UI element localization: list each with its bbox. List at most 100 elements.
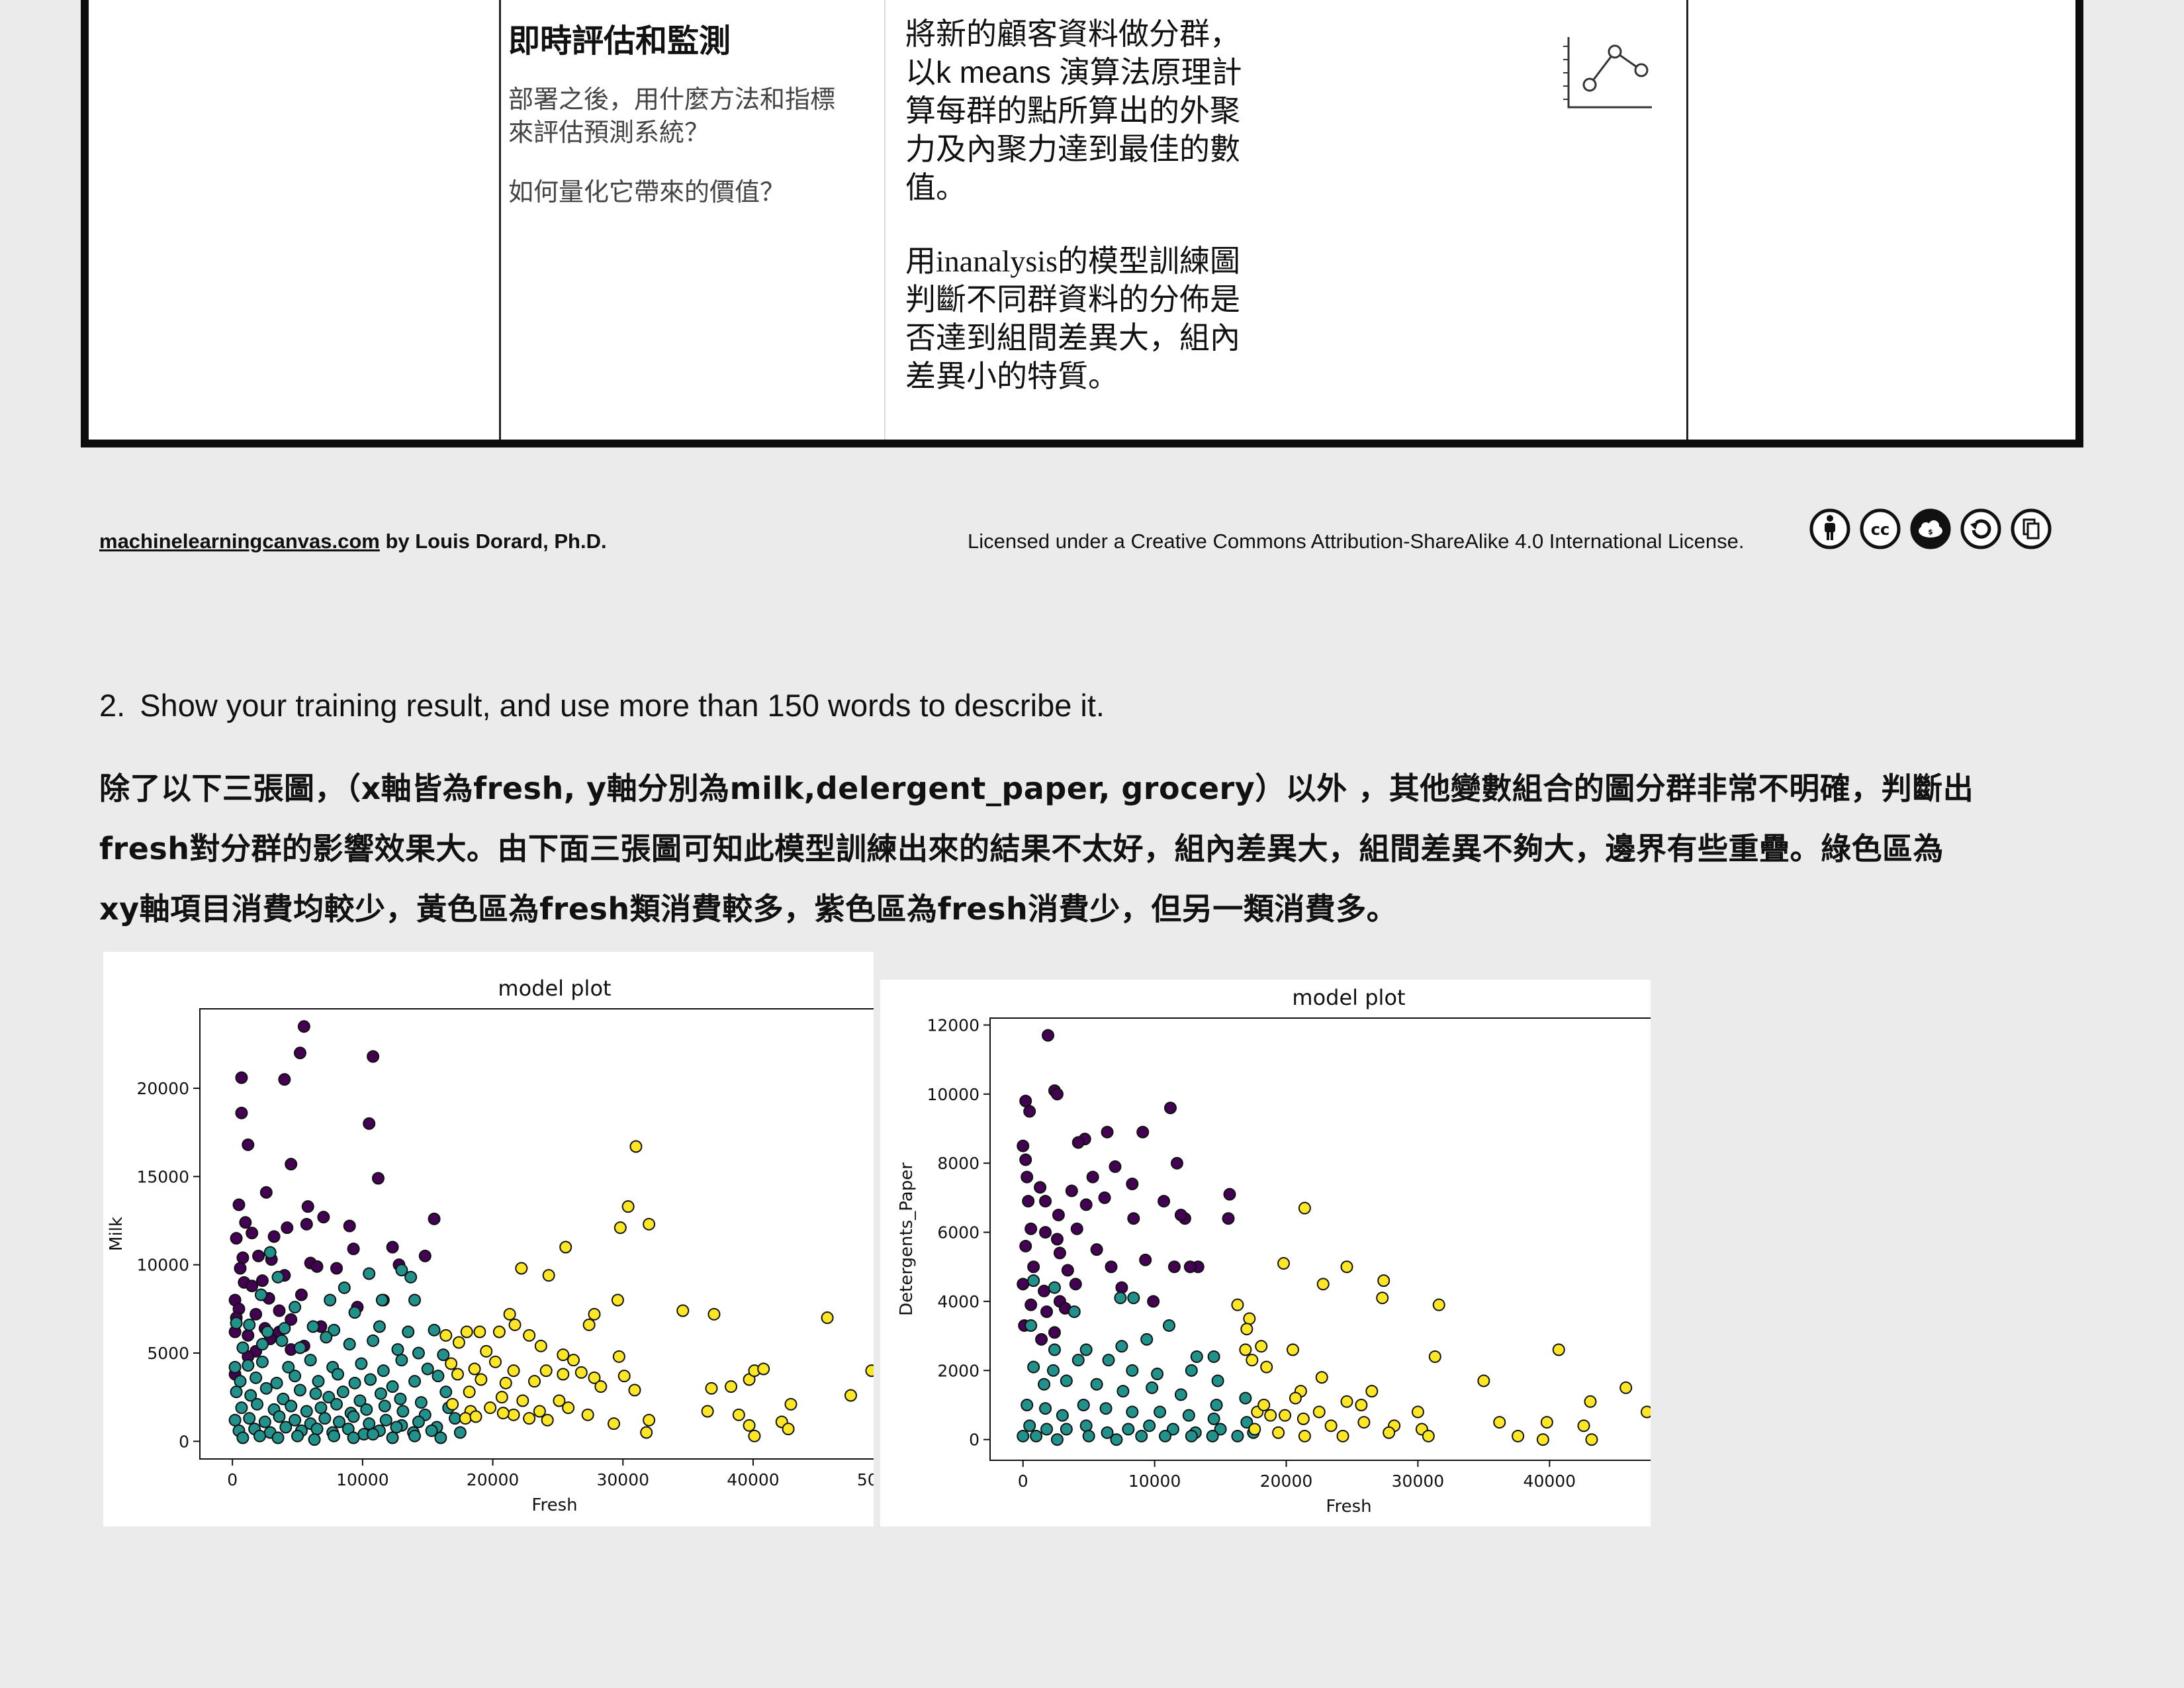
site-link[interactable]: machinelearningcanvas.com xyxy=(99,530,380,553)
data-point xyxy=(1046,1364,1060,1377)
ml-canvas-box xyxy=(81,0,2083,447)
data-point xyxy=(1277,1257,1291,1270)
data-point xyxy=(1023,1419,1036,1432)
question-heading: 2. Show your training result, and use mor… xyxy=(99,687,1105,724)
data-point xyxy=(1019,1094,1032,1107)
data-point xyxy=(1584,1395,1597,1408)
data-point xyxy=(1030,1429,1043,1442)
data-point xyxy=(273,1304,286,1317)
data-point xyxy=(705,1382,718,1395)
data-point xyxy=(250,1307,263,1321)
data-point xyxy=(557,1348,570,1362)
data-point xyxy=(1039,1226,1052,1239)
data-point xyxy=(1102,1354,1115,1367)
data-point xyxy=(1022,1195,1035,1208)
data-point xyxy=(281,1221,294,1235)
data-point xyxy=(439,1329,453,1342)
data-point xyxy=(1146,1381,1159,1394)
data-point xyxy=(367,1334,380,1347)
data-point xyxy=(304,1354,317,1367)
data-point xyxy=(363,1417,376,1430)
data-point xyxy=(581,1408,594,1421)
data-point xyxy=(1248,1423,1261,1436)
data-point xyxy=(236,1431,250,1444)
y-tick-label: 12000 xyxy=(927,1015,979,1035)
data-point xyxy=(363,1117,376,1130)
data-point xyxy=(282,1360,295,1374)
data-point xyxy=(1099,1402,1113,1415)
data-point xyxy=(234,1262,247,1275)
data-point xyxy=(375,1293,388,1307)
data-point xyxy=(1422,1429,1435,1442)
data-point xyxy=(291,1429,304,1442)
x-tick-label: 20000 xyxy=(1260,1472,1313,1491)
data-point xyxy=(1377,1274,1390,1288)
data-point xyxy=(252,1249,265,1262)
data-point xyxy=(306,1320,320,1333)
data-point xyxy=(379,1413,392,1427)
svg-text:$: $ xyxy=(1928,528,1933,536)
data-point xyxy=(1174,1208,1187,1221)
data-point xyxy=(594,1380,608,1393)
analysis-paragraph: 除了以下三張圖，（x軸皆為fresh, y軸分別為milk,delergent_… xyxy=(99,771,1974,927)
data-point xyxy=(1024,1319,1038,1332)
section-title: 即時評估和監測 xyxy=(508,24,731,59)
data-point xyxy=(355,1357,368,1370)
data-point xyxy=(255,1355,269,1368)
data-point xyxy=(1166,1423,1179,1436)
data-point xyxy=(1298,1429,1311,1442)
data-point xyxy=(408,1293,422,1307)
data-point xyxy=(1126,1364,1139,1377)
data-point xyxy=(1017,1278,1030,1291)
x-tick-label: 30000 xyxy=(597,1470,650,1489)
data-point xyxy=(253,1429,266,1442)
data-point xyxy=(243,1318,256,1331)
data-point xyxy=(336,1385,349,1399)
cc-icon: cc xyxy=(1860,508,1901,549)
data-point xyxy=(242,1329,255,1342)
data-point xyxy=(408,1375,422,1388)
data-point xyxy=(480,1344,493,1358)
data-point xyxy=(1061,1264,1074,1277)
y-tick-label: 10000 xyxy=(927,1085,979,1104)
footer-author: by Louis Dorard, Ph.D. xyxy=(379,530,607,553)
data-point xyxy=(394,1392,407,1405)
data-point xyxy=(1090,1378,1103,1391)
data-point xyxy=(449,1412,462,1425)
data-point xyxy=(567,1354,580,1367)
detergents-scatter-plot: model plot010000200003000040000500000200… xyxy=(880,980,1651,1526)
y-tick-label: 5000 xyxy=(147,1344,189,1363)
data-point xyxy=(1122,1423,1135,1436)
plot-frame xyxy=(989,1017,1651,1461)
data-point xyxy=(1151,1368,1164,1381)
data-point xyxy=(353,1394,367,1407)
data-point xyxy=(743,1419,756,1432)
data-point xyxy=(1027,1360,1040,1374)
data-point xyxy=(267,1230,281,1243)
data-point xyxy=(452,1336,465,1349)
section-question: 部署之後，用什麼方法和指標 來評估預測系統？ xyxy=(508,86,836,147)
data-point xyxy=(460,1325,473,1338)
data-point xyxy=(1512,1429,1525,1442)
data-point xyxy=(331,1368,344,1381)
data-point xyxy=(235,1401,248,1415)
data-point xyxy=(495,1391,508,1404)
data-point xyxy=(320,1331,333,1344)
data-point xyxy=(844,1389,857,1402)
data-point xyxy=(418,1249,432,1262)
data-point xyxy=(1255,1340,1268,1353)
data-point xyxy=(301,1200,314,1213)
data-point xyxy=(643,1217,656,1231)
data-point xyxy=(258,1415,271,1429)
data-point xyxy=(1298,1201,1311,1215)
data-point xyxy=(1355,1399,1368,1411)
data-point xyxy=(271,1431,285,1444)
data-point xyxy=(539,1364,553,1378)
y-tick-label: 20000 xyxy=(136,1079,189,1098)
data-point xyxy=(617,1370,631,1383)
data-point xyxy=(1297,1412,1310,1425)
data-point xyxy=(289,1413,302,1427)
data-point xyxy=(259,1186,273,1199)
data-point xyxy=(425,1424,438,1437)
y-tick-label: 8000 xyxy=(937,1154,979,1173)
